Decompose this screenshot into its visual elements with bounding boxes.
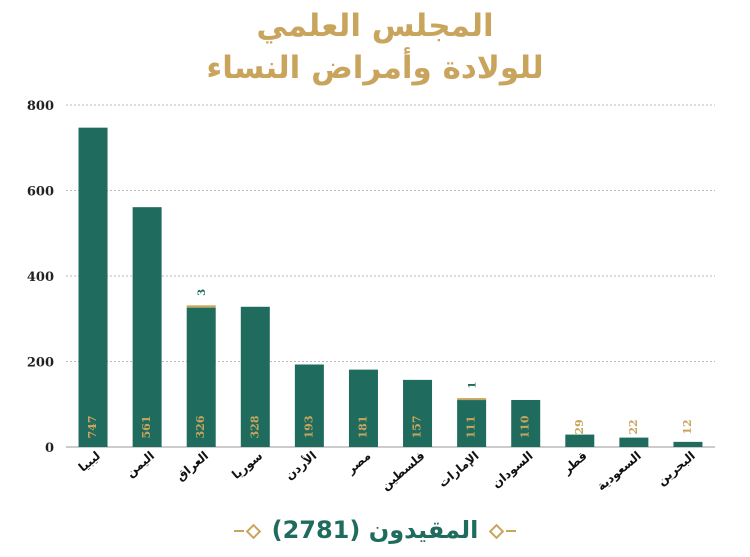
bar	[132, 207, 162, 447]
footer-total: المقيدون (2781)	[0, 512, 750, 548]
bar	[240, 306, 270, 447]
bar	[348, 369, 378, 447]
bar	[78, 127, 108, 447]
x-tick-label: الإمارات	[436, 449, 482, 491]
data-label: 193	[302, 416, 315, 439]
x-tick-label: مصر	[343, 449, 373, 478]
x-tick-label: سوريا	[229, 449, 266, 483]
data-label: 181	[356, 416, 369, 439]
top-data-label: 3	[197, 289, 208, 296]
chart-title-line2: للولادة وأمراض النساء	[206, 50, 544, 86]
data-label: 22	[627, 419, 640, 434]
x-tick-label: اليمن	[123, 449, 157, 481]
top-data-label: 1	[468, 382, 479, 389]
y-tick-label: 0	[45, 441, 54, 456]
x-tick-label: السعودية	[594, 449, 644, 495]
x-tick-label: فلسطين	[378, 449, 427, 493]
y-tick-label: 800	[27, 99, 54, 114]
chart-title-line1: المجلس العلمي	[256, 8, 494, 44]
bar	[294, 364, 324, 447]
data-label: 110	[519, 415, 532, 438]
data-label: 111	[465, 416, 478, 439]
diamond-ornament-icon	[245, 523, 262, 539]
x-tick-label: العراق	[173, 449, 211, 484]
x-tick-label: البحرين	[654, 449, 697, 489]
bar	[619, 437, 649, 447]
bar	[403, 379, 433, 447]
y-tick-label: 200	[27, 356, 54, 371]
bar	[457, 399, 487, 447]
diamond-ornament-icon	[488, 523, 505, 539]
bar-segment-secondary	[457, 398, 487, 401]
y-tick-label: 600	[27, 185, 54, 200]
x-tick-label: قطر	[559, 449, 589, 478]
x-tick-label: ليبيا	[76, 449, 103, 475]
data-label: 29	[573, 419, 586, 434]
data-label: 747	[86, 416, 99, 439]
bar	[511, 399, 541, 447]
x-tick-label: السودان	[489, 449, 536, 492]
bar-segment-secondary	[186, 305, 216, 308]
bar	[673, 441, 703, 447]
x-tick-label: الأردن	[282, 448, 319, 483]
data-label: 561	[140, 416, 153, 439]
y-tick-label: 400	[27, 270, 54, 285]
data-label: 328	[248, 415, 261, 438]
data-label: 12	[681, 419, 694, 434]
data-label: 326	[194, 415, 207, 438]
bar	[186, 307, 216, 447]
footer-total-value: (2781)	[271, 516, 361, 544]
footer-label: المقيدون	[368, 516, 479, 544]
data-label: 157	[411, 416, 424, 439]
bar	[565, 434, 595, 447]
